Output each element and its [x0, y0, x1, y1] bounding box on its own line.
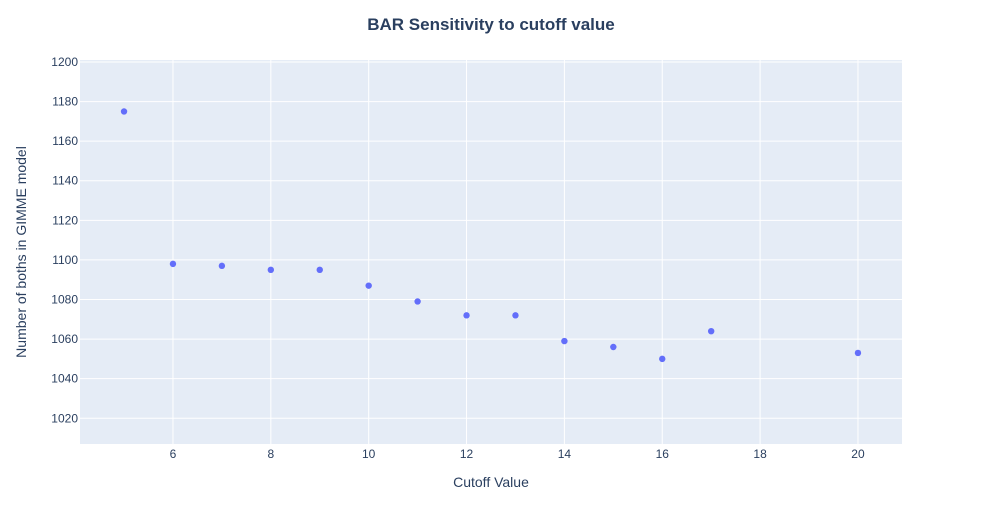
- plot-background: [80, 60, 902, 444]
- y-axis-title: Number of boths in GIMME model: [13, 146, 29, 358]
- x-tick-label: 18: [753, 447, 767, 461]
- y-tick-label: 1100: [52, 253, 78, 267]
- data-point: [120, 108, 128, 115]
- data-point: [365, 282, 372, 289]
- data-point: [267, 266, 275, 274]
- data-point: [218, 262, 226, 270]
- y-tick-label: 1020: [51, 411, 78, 425]
- data-point: [414, 298, 421, 305]
- x-tick-label: 16: [656, 447, 670, 461]
- y-tick-label: 1160: [52, 134, 78, 148]
- y-tick-label: 1140: [52, 174, 78, 188]
- data-point: [169, 260, 177, 268]
- grid-lines: [80, 60, 902, 444]
- y-tick-label: 1120: [52, 213, 78, 227]
- tick-labels: 6 8 10 12 14 16 18 20 1020 1040 1060 1080 1100 1120 11…: [51, 55, 865, 461]
- x-tick-label: 10: [362, 447, 376, 461]
- x-tick-label: 20: [851, 447, 865, 461]
- data-point: [512, 312, 519, 319]
- data-point: [463, 312, 470, 319]
- data-point: [659, 355, 666, 363]
- x-tick-label: 6: [170, 447, 177, 461]
- data-points: [120, 108, 862, 363]
- data-point: [316, 266, 323, 274]
- y-tick-label: 1080: [51, 293, 78, 307]
- x-tick-label: 8: [267, 447, 274, 461]
- y-tick-label: 1180: [52, 95, 78, 109]
- x-tick-label: 14: [558, 447, 572, 461]
- data-point: [561, 337, 568, 345]
- data-point: [854, 349, 862, 357]
- data-point: [610, 343, 617, 351]
- chart-title: BAR Sensitivity to cutoff value: [367, 15, 614, 34]
- y-tick-label: 1060: [51, 332, 78, 346]
- x-tick-label: 12: [460, 447, 474, 461]
- data-point: [707, 327, 715, 335]
- x-axis-title: Cutoff Value: [453, 474, 529, 490]
- y-tick-label: 1200: [51, 55, 78, 69]
- y-tick-label: 1040: [51, 372, 78, 386]
